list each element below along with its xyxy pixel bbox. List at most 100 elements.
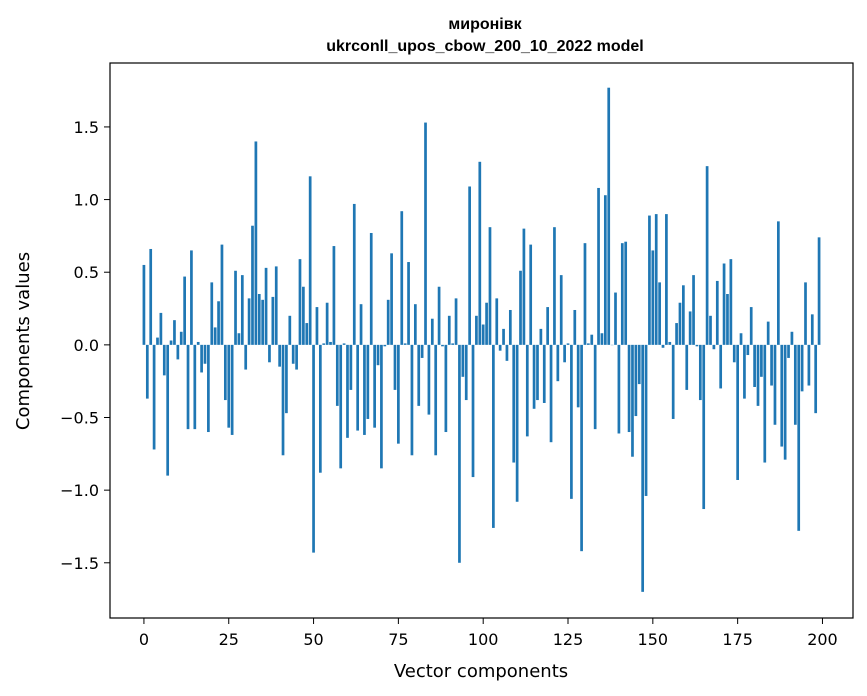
bar-187 [777,221,780,345]
bar-150 [651,250,655,345]
bar-52 [318,344,322,473]
bar-131 [587,343,590,345]
bar-21 [213,327,217,345]
bar-160 [685,344,689,390]
x-tick-label: 125 [553,630,584,649]
bar-87 [437,286,441,345]
y-tick-label: 0.0 [74,336,99,355]
bar-15 [193,344,197,430]
bar-104 [495,298,499,345]
bar-117 [539,328,543,345]
bar-42 [285,344,288,414]
bar-27 [234,270,237,345]
bar-152 [658,282,661,345]
bar-74 [393,344,397,390]
bar-77 [403,343,407,345]
bar-124 [563,344,566,363]
bar-95 [464,344,468,401]
bar-86 [434,344,438,456]
bar-153 [661,344,665,348]
bar-11 [179,331,183,345]
bar-39 [274,266,278,345]
bar-80 [413,304,417,345]
bar-122 [556,344,560,382]
bar-53 [322,343,326,345]
bar-144 [631,344,634,457]
bar-79 [410,344,414,456]
bar-191 [790,331,794,345]
bar-6 [162,344,166,376]
bar-60 [346,344,349,438]
bar-59 [342,343,346,345]
bar-156 [671,344,675,419]
bar-54 [325,302,329,345]
bar-195 [804,282,807,345]
x-tick-label: 75 [388,630,408,649]
bar-64 [359,304,363,345]
bar-91 [451,343,455,345]
bar-7 [166,344,170,476]
bar-34 [257,294,261,345]
bar-8 [169,340,173,345]
bar-174 [732,344,736,363]
bar-120 [549,344,553,443]
x-tick-label: 175 [722,630,753,649]
bar-125 [566,343,570,345]
bar-2 [149,248,153,345]
bar-101 [485,302,488,345]
bar-140 [617,344,621,434]
bar-149 [648,215,651,345]
x-tick-label: 50 [303,630,323,649]
x-tick-label: 100 [468,630,499,649]
bar-48 [305,323,309,345]
bar-10 [176,344,180,360]
bar-100 [481,324,485,345]
bar-25 [227,344,231,428]
chart-title-line-1: миронівк [448,16,522,33]
bar-72 [386,299,390,345]
bar-26 [230,344,234,435]
bar-158 [678,302,682,345]
bar-41 [281,344,285,456]
bar-142 [624,241,628,345]
bar-180 [753,344,756,387]
bar-173 [729,259,733,345]
bar-169 [715,280,719,345]
bar-113 [525,344,529,437]
plot-frame [109,62,854,619]
bar-197 [810,314,814,345]
bar-170 [719,344,723,389]
bar-94 [461,344,465,377]
bar-119 [546,307,550,345]
bar-188 [780,344,784,447]
bar-183 [763,344,767,463]
bar-3 [152,344,156,450]
bar-67 [369,232,373,345]
bar-57 [335,344,339,406]
bar-136 [603,195,607,345]
bar-167 [709,315,712,345]
bar-56 [332,246,336,345]
bar-139 [614,292,617,345]
x-axis-label: Vector components [394,661,568,682]
bar-176 [739,333,743,345]
bar-98 [475,315,478,345]
bar-13 [186,344,190,430]
bar-22 [217,301,220,345]
y-tick-label: 0.5 [74,263,99,282]
bar-28 [237,333,241,345]
bar-154 [665,214,668,345]
bar-185 [770,344,773,386]
bar-47 [302,286,305,345]
bar-19 [207,344,210,433]
bar-44 [291,344,295,364]
bar-115 [532,344,536,409]
bar-58 [339,344,343,469]
x-tick-label: 25 [219,630,239,649]
bar-198 [814,344,818,414]
bar-23 [220,244,224,345]
bar-70 [380,344,383,469]
bar-181 [756,344,760,406]
bar-190 [787,344,790,358]
bar-189 [783,344,787,460]
